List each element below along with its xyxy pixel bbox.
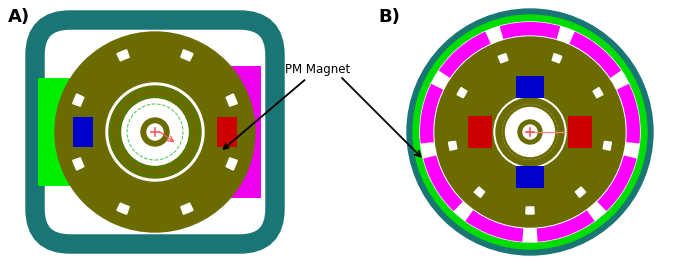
Polygon shape — [476, 111, 488, 134]
Polygon shape — [551, 84, 573, 105]
Text: B): B) — [378, 8, 400, 26]
Wedge shape — [439, 31, 491, 78]
Bar — [516, 76, 544, 98]
Wedge shape — [420, 84, 444, 144]
Polygon shape — [226, 158, 237, 170]
Polygon shape — [226, 94, 237, 106]
Circle shape — [122, 99, 188, 165]
Polygon shape — [182, 160, 212, 189]
Polygon shape — [70, 117, 99, 147]
Polygon shape — [552, 54, 562, 63]
Circle shape — [518, 120, 542, 144]
Polygon shape — [73, 94, 84, 106]
Polygon shape — [449, 141, 457, 150]
Polygon shape — [140, 47, 170, 76]
Polygon shape — [210, 114, 220, 150]
Polygon shape — [85, 62, 123, 100]
Polygon shape — [140, 188, 170, 217]
Wedge shape — [597, 155, 637, 211]
Circle shape — [106, 83, 204, 181]
Circle shape — [434, 36, 626, 228]
Circle shape — [496, 98, 564, 166]
Circle shape — [523, 125, 537, 139]
Polygon shape — [565, 149, 604, 181]
Circle shape — [407, 9, 653, 255]
Polygon shape — [181, 203, 193, 214]
Polygon shape — [539, 172, 567, 210]
Polygon shape — [498, 54, 508, 63]
Polygon shape — [576, 187, 586, 197]
Text: A): A) — [8, 8, 30, 26]
Polygon shape — [474, 187, 485, 197]
Bar — [215, 66, 261, 198]
Circle shape — [55, 32, 255, 232]
Bar — [468, 116, 492, 148]
Polygon shape — [573, 107, 610, 130]
Polygon shape — [563, 145, 582, 168]
Polygon shape — [493, 172, 521, 210]
Polygon shape — [518, 78, 542, 88]
Polygon shape — [187, 62, 225, 100]
Polygon shape — [98, 75, 128, 104]
Polygon shape — [181, 50, 193, 61]
Polygon shape — [456, 149, 495, 181]
Bar — [568, 116, 592, 148]
Circle shape — [506, 107, 554, 157]
Wedge shape — [536, 210, 595, 242]
Circle shape — [413, 15, 647, 249]
Polygon shape — [85, 164, 123, 202]
Circle shape — [141, 118, 169, 146]
Polygon shape — [571, 111, 584, 134]
Polygon shape — [450, 107, 487, 130]
Wedge shape — [499, 22, 560, 40]
Wedge shape — [465, 210, 523, 242]
Polygon shape — [137, 187, 173, 197]
Circle shape — [147, 124, 163, 140]
Polygon shape — [457, 87, 467, 98]
Polygon shape — [519, 52, 541, 87]
Circle shape — [494, 96, 566, 168]
Polygon shape — [73, 158, 84, 170]
Polygon shape — [536, 170, 559, 186]
Circle shape — [420, 22, 640, 242]
Polygon shape — [593, 87, 603, 98]
Polygon shape — [554, 64, 589, 102]
Bar — [217, 117, 237, 147]
Polygon shape — [501, 170, 524, 186]
Polygon shape — [478, 145, 497, 168]
Polygon shape — [137, 67, 173, 77]
Polygon shape — [117, 203, 129, 214]
Polygon shape — [98, 160, 128, 189]
Bar — [516, 166, 544, 188]
Wedge shape — [616, 84, 640, 144]
Polygon shape — [182, 75, 212, 104]
Bar — [73, 117, 93, 147]
FancyBboxPatch shape — [35, 20, 275, 244]
Bar — [38, 78, 86, 186]
Polygon shape — [211, 117, 240, 147]
Polygon shape — [487, 84, 509, 105]
Text: PM Magnet: PM Magnet — [224, 63, 351, 149]
Wedge shape — [569, 31, 622, 78]
Polygon shape — [471, 64, 506, 102]
Polygon shape — [603, 141, 611, 150]
Polygon shape — [90, 114, 100, 150]
Polygon shape — [117, 50, 129, 61]
Polygon shape — [526, 207, 534, 214]
Circle shape — [109, 86, 201, 178]
Circle shape — [435, 37, 625, 227]
Polygon shape — [187, 164, 225, 202]
Wedge shape — [423, 155, 463, 211]
